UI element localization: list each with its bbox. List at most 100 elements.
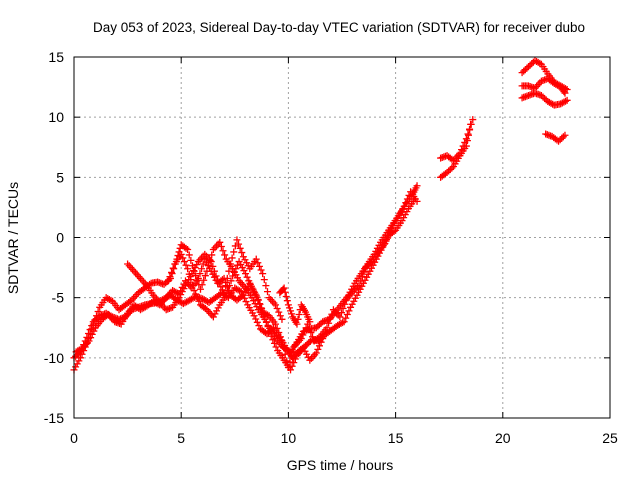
- grid-lines: [74, 57, 610, 418]
- data-point: [198, 281, 206, 289]
- data-point: [183, 279, 191, 287]
- data-point: [523, 64, 531, 72]
- data-point: [299, 344, 307, 352]
- data-point: [87, 334, 95, 342]
- data-point: [213, 307, 221, 315]
- data-point: [562, 97, 570, 105]
- data-point: [398, 217, 406, 225]
- data-point: [358, 273, 366, 281]
- data-point: [181, 282, 189, 290]
- series-track-g: [437, 116, 477, 164]
- data-point: [272, 301, 280, 309]
- data-point: [464, 131, 472, 139]
- data-point: [250, 287, 258, 295]
- data-point: [235, 258, 243, 266]
- data-point: [177, 250, 185, 258]
- data-point: [305, 324, 313, 332]
- data-point: [84, 329, 92, 337]
- y-axis-label: SDTVAR / TECUs: [5, 182, 21, 294]
- data-point: [209, 262, 217, 270]
- data-point: [187, 276, 195, 284]
- y-tick-label: -15: [44, 410, 64, 426]
- series-track-e: [164, 250, 327, 374]
- data-point: [223, 274, 231, 282]
- data-point: [347, 303, 355, 311]
- data-point: [400, 214, 408, 222]
- data-point: [303, 350, 311, 358]
- data-point: [403, 195, 411, 203]
- data-point: [86, 326, 94, 334]
- data-point: [237, 261, 245, 269]
- data-point: [243, 285, 251, 293]
- data-point: [73, 360, 81, 368]
- data-point: [342, 314, 350, 322]
- data-point: [169, 264, 177, 272]
- data-point: [85, 337, 93, 345]
- data-point: [241, 256, 249, 264]
- data-point: [275, 308, 283, 316]
- data-point: [236, 287, 244, 295]
- data-point: [339, 304, 347, 312]
- data-point: [276, 312, 284, 320]
- data-point: [352, 285, 360, 293]
- data-point: [207, 258, 215, 266]
- data-point: [361, 276, 369, 284]
- data-point: [187, 256, 195, 264]
- data-point: [353, 291, 361, 299]
- y-tick-label: 5: [56, 169, 64, 185]
- data-point: [301, 347, 309, 355]
- data-point: [309, 333, 317, 341]
- data-point: [215, 280, 223, 288]
- data-point: [303, 340, 311, 348]
- data-point: [239, 253, 247, 261]
- data-point: [190, 267, 198, 275]
- y-tick-label: 15: [48, 49, 64, 65]
- data-point: [284, 301, 292, 309]
- data-point: [221, 251, 229, 259]
- data-point: [395, 211, 403, 219]
- data-point: [559, 133, 567, 141]
- x-tick-label: 10: [281, 430, 297, 446]
- data-point: [177, 291, 185, 299]
- series-track-l: [542, 130, 569, 145]
- data-point: [354, 283, 362, 291]
- data-point: [463, 137, 471, 145]
- data-point: [184, 246, 192, 254]
- data-point: [315, 342, 323, 350]
- chart-title: Day 053 of 2023, Sidereal Day-to-day VTE…: [93, 20, 585, 35]
- data-point: [224, 286, 232, 294]
- data-point: [563, 96, 571, 104]
- data-point: [210, 267, 218, 275]
- data-point: [558, 134, 566, 142]
- data-point: [193, 261, 201, 269]
- data-point: [325, 319, 333, 327]
- data-point: [326, 315, 334, 323]
- data-point: [360, 268, 368, 276]
- data-point: [462, 142, 470, 150]
- x-tick-label: 25: [602, 430, 618, 446]
- data-point: [275, 329, 283, 337]
- data-point: [337, 309, 345, 317]
- data-point: [561, 89, 569, 97]
- data-point: [185, 251, 193, 259]
- data-point: [217, 243, 225, 251]
- series-track-j: [518, 75, 569, 97]
- data-point: [555, 137, 563, 145]
- data-point: [366, 267, 374, 275]
- data-point: [312, 324, 320, 332]
- data-point: [293, 320, 301, 328]
- data-point: [217, 283, 225, 291]
- data-point: [209, 313, 217, 321]
- data-point: [242, 270, 250, 278]
- data-point: [536, 59, 544, 67]
- data-point: [256, 300, 264, 308]
- x-tick-labels: 0 5 10 15 20 25: [70, 430, 618, 446]
- data-point: [198, 265, 206, 273]
- data-point: [210, 273, 218, 281]
- data-point: [307, 329, 315, 337]
- data-point: [355, 288, 363, 296]
- data-point: [208, 251, 216, 259]
- data-point: [350, 297, 358, 305]
- data-point: [394, 214, 402, 222]
